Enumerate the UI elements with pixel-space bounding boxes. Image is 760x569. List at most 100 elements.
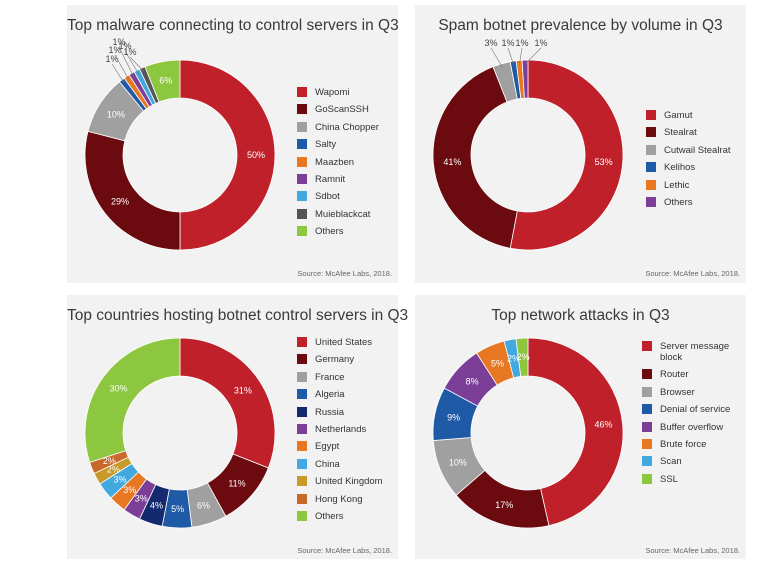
- leader-line: [112, 64, 124, 83]
- legend-item-browser: Browser: [642, 387, 737, 398]
- legend-swatch: [642, 439, 652, 449]
- legend-swatch: [642, 474, 652, 484]
- legend-item-netherlands: Netherlands: [297, 424, 392, 435]
- legend-swatch: [646, 110, 656, 120]
- chart-panel-spam-botnet: Spam botnet prevalence by volume in Q3 5…: [415, 5, 746, 283]
- legend-swatch: [646, 197, 656, 207]
- legend-item-ramnit: Ramnit: [297, 174, 392, 185]
- source-note: Source: McAfee Labs, 2018.: [297, 546, 392, 555]
- legend-item-hong-kong: Hong Kong: [297, 494, 392, 505]
- data-label-buffer-overflow: 8%: [466, 376, 479, 386]
- chart-panel-malware: Top malware connecting to control server…: [67, 5, 398, 283]
- legend-swatch: [642, 404, 652, 414]
- legend-label: Lethic: [664, 180, 689, 191]
- chart-legend: United States Germany France Algeria Russia N…: [297, 337, 392, 528]
- legend-item-denial-of-service: Denial of service: [642, 404, 737, 415]
- data-label-algeria: 5%: [171, 504, 184, 514]
- legend-item-server-message-block: Server message block: [642, 341, 737, 363]
- legend-swatch: [297, 337, 307, 347]
- legend-label: Germany: [315, 354, 354, 365]
- data-label-ssl: 2%: [517, 352, 530, 362]
- donut-slice-others: [85, 338, 180, 462]
- legend-swatch: [646, 127, 656, 137]
- legend-swatch: [297, 372, 307, 382]
- legend-swatch: [297, 226, 307, 236]
- legend-swatch: [646, 145, 656, 155]
- legend-swatch: [642, 422, 652, 432]
- data-label-france: 6%: [197, 500, 210, 510]
- legend-swatch: [297, 104, 307, 114]
- data-label-salty: 1%: [105, 54, 118, 64]
- legend-swatch: [297, 139, 307, 149]
- legend-swatch: [297, 407, 307, 417]
- legend-item-ssl: SSL: [642, 474, 737, 485]
- legend-swatch: [297, 494, 307, 504]
- legend-swatch: [297, 87, 307, 97]
- legend-label: Browser: [660, 387, 695, 398]
- data-label-kelihos: 1%: [501, 38, 514, 48]
- legend-label: Russia: [315, 407, 344, 418]
- data-label-china-chopper: 10%: [107, 109, 125, 119]
- legend-label: Router: [660, 369, 689, 380]
- legend-label: Brute force: [660, 439, 706, 450]
- legend-label: Hong Kong: [315, 494, 363, 505]
- legend-swatch: [642, 341, 652, 351]
- legend-label: United States: [315, 337, 372, 348]
- legend-item-china-chopper: China Chopper: [297, 122, 392, 133]
- data-label-gamut: 53%: [595, 157, 613, 167]
- legend-label: Ramnit: [315, 174, 345, 185]
- legend-item-others: Others: [297, 511, 392, 522]
- legend-label: Sdbot: [315, 191, 340, 202]
- legend-item-goscanssh: GoScanSSH: [297, 104, 392, 115]
- legend-label: Salty: [315, 139, 336, 150]
- legend-swatch: [642, 387, 652, 397]
- legend-item-others: Others: [646, 197, 741, 208]
- legend-label: Kelihos: [664, 162, 695, 173]
- legend-label: Netherlands: [315, 424, 366, 435]
- chart-panel-network-attacks: Top network attacks in Q3 46% 17% 10% 9% 8% 5…: [415, 295, 746, 559]
- data-label-denial-of-service: 9%: [447, 412, 460, 422]
- chart-legend: Wapomi GoScanSSH China Chopper Salty Maazben…: [297, 87, 392, 244]
- donut-slice-united-states: [180, 338, 275, 468]
- legend-swatch: [297, 209, 307, 219]
- leader-line: [115, 55, 129, 80]
- legend-item-china: China: [297, 459, 392, 470]
- legend-item-cutwail-stealrat: Cutwail Stealrat: [646, 145, 741, 156]
- legend-label: Others: [315, 226, 344, 237]
- chart-legend: Server message block Router Browser Denial …: [642, 341, 737, 491]
- legend-item-router: Router: [642, 369, 737, 380]
- legend-label: United Kingdom: [315, 476, 383, 487]
- legend-swatch: [646, 162, 656, 172]
- data-label-stealrat: 41%: [443, 157, 461, 167]
- legend-item-muieblackcat: Muieblackcat: [297, 209, 392, 220]
- legend-item-united-kingdom: United Kingdom: [297, 476, 392, 487]
- legend-item-egypt: Egypt: [297, 441, 392, 452]
- data-label-lethic: 1%: [515, 38, 528, 48]
- data-label-egypt: 3%: [123, 485, 136, 495]
- legend-item-united-states: United States: [297, 337, 392, 348]
- data-label-germany: 11%: [228, 478, 245, 488]
- source-note: Source: McAfee Labs, 2018.: [645, 269, 740, 278]
- legend-label: China: [315, 459, 340, 470]
- legend-swatch: [646, 180, 656, 190]
- legend-swatch: [297, 424, 307, 434]
- legend-swatch: [297, 476, 307, 486]
- legend-label: Scan: [660, 456, 682, 467]
- legend-swatch: [297, 174, 307, 184]
- source-note: Source: McAfee Labs, 2018.: [297, 269, 392, 278]
- data-label-others: 6%: [159, 75, 172, 85]
- data-label-goscanssh: 29%: [111, 197, 129, 207]
- legend-item-germany: Germany: [297, 354, 392, 365]
- legend-label: Gamut: [664, 110, 693, 121]
- data-label-brute-force: 5%: [491, 358, 504, 368]
- legend-item-russia: Russia: [297, 407, 392, 418]
- chart-legend: Gamut Stealrat Cutwail Stealrat Kelihos Leth…: [646, 110, 741, 214]
- legend-item-gamut: Gamut: [646, 110, 741, 121]
- source-note: Source: McAfee Labs, 2018.: [645, 546, 740, 555]
- data-label-router: 17%: [495, 500, 513, 510]
- legend-label: Stealrat: [664, 127, 697, 138]
- legend-label: Denial of service: [660, 404, 730, 415]
- legend-swatch: [297, 441, 307, 451]
- legend-label: France: [315, 372, 345, 383]
- legend-label: Buffer overflow: [660, 422, 723, 433]
